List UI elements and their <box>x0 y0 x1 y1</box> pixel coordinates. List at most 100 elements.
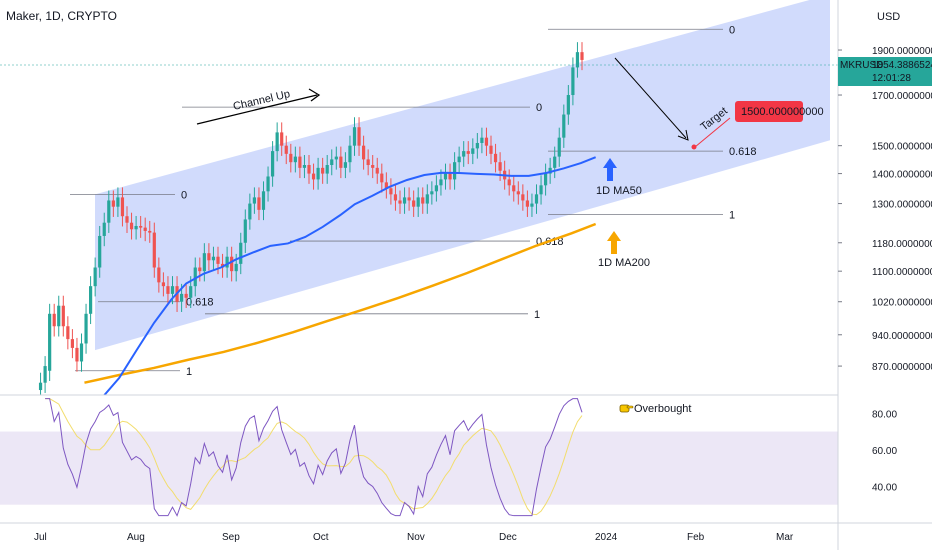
candle-93 <box>457 156 461 163</box>
price-tick-7: 1020.000000000 <box>872 298 932 309</box>
time-tick-0: Jul <box>34 532 47 543</box>
price-tick-0: 1900.000000000 <box>872 46 932 57</box>
candle-5 <box>57 305 61 327</box>
candle-7 <box>66 326 70 340</box>
pointing-hand-icon <box>619 404 634 413</box>
candle-66 <box>334 156 338 160</box>
time-axis-ticks: Jul Aug Sep Oct Nov Dec 2024 Feb Mar <box>34 532 794 543</box>
candle-111 <box>539 185 543 195</box>
time-tick-2: Sep <box>222 532 240 543</box>
candle-2 <box>43 366 47 383</box>
candle-96 <box>471 148 475 154</box>
candle-100 <box>489 145 493 154</box>
target-box-value: 1500.000000000 <box>741 106 824 118</box>
price-tick-2: 1500.000000000 <box>872 142 932 153</box>
candle-53 <box>275 132 279 152</box>
candle-76 <box>380 173 384 183</box>
candle-13 <box>93 267 97 287</box>
candle-49 <box>257 197 261 210</box>
candle-105 <box>512 185 516 192</box>
candle-119 <box>575 52 580 68</box>
candle-68 <box>343 162 347 168</box>
ma50-label: 1D MA50 <box>596 185 642 197</box>
candle-19 <box>120 197 125 217</box>
channel-up-label: Channel Up <box>232 88 291 113</box>
candle-90 <box>443 173 448 180</box>
candle-99 <box>484 137 489 146</box>
candle-24 <box>143 227 147 231</box>
candle-58 <box>298 156 302 168</box>
candle-16 <box>107 200 111 223</box>
candle-75 <box>375 167 379 174</box>
candle-87 <box>430 191 434 195</box>
rsi-band <box>0 431 838 505</box>
fib-label-7: 0.618 <box>729 146 757 158</box>
ma200-label: 1D MA200 <box>598 257 650 269</box>
price-tick-4: 1300.000000000 <box>872 200 932 211</box>
candle-101 <box>493 153 498 163</box>
candle-36 <box>198 267 202 272</box>
candle-89 <box>439 179 443 186</box>
candle-33 <box>184 293 188 298</box>
price-tick-3: 1400.000000000 <box>872 170 932 181</box>
currency-label[interactable]: USD <box>877 11 901 23</box>
time-tick-3: Oct <box>313 532 329 543</box>
candle-21 <box>129 222 134 230</box>
candle-29 <box>166 286 170 294</box>
fib-label-2: 1 <box>186 366 192 378</box>
candle-14 <box>98 235 102 268</box>
time-tick-5: Dec <box>499 532 517 543</box>
candle-77 <box>384 182 388 189</box>
candle-47 <box>248 203 252 220</box>
ma200-up-arrow <box>607 231 621 254</box>
price-tag-price: 1854.388652414 <box>872 60 932 71</box>
candle-117 <box>566 95 570 115</box>
channel-up-band <box>95 0 830 351</box>
candle-45 <box>239 242 243 264</box>
candle-84 <box>416 197 420 207</box>
candle-42 <box>225 256 229 268</box>
candle-30 <box>170 286 175 294</box>
candle-43 <box>230 256 234 272</box>
candle-27 <box>157 267 161 283</box>
candle-28 <box>161 282 165 287</box>
rsi-line <box>45 398 583 517</box>
candle-97 <box>475 142 479 149</box>
candle-37 <box>202 253 206 272</box>
candle-39 <box>211 256 216 261</box>
candle-1 <box>38 382 43 391</box>
candle-64 <box>325 165 329 174</box>
candle-40 <box>216 256 220 264</box>
fib-label-3: 0 <box>536 102 542 114</box>
candle-56 <box>289 153 293 163</box>
candle-50 <box>261 191 266 210</box>
candle-85 <box>421 197 425 204</box>
rsi-tick-1: 60.00 <box>872 446 897 457</box>
candle-86 <box>425 194 429 204</box>
candle-78 <box>389 188 393 195</box>
candle-82 <box>407 197 411 201</box>
price-tick-5: 1180.000000000 <box>872 239 932 250</box>
time-tick-6: 2024 <box>595 532 618 543</box>
price-tick-9: 870.000000000 <box>872 362 932 373</box>
candle-55 <box>284 145 288 154</box>
chart-title: Maker, 1D, CRYPTO <box>6 9 117 23</box>
candle-4 <box>52 313 56 327</box>
candle-9 <box>75 347 79 362</box>
candle-115 <box>557 137 561 157</box>
rsi-axis-ticks: 80.00 60.00 40.00 <box>872 409 897 493</box>
channel-up-arrowhead <box>308 88 321 102</box>
candle-70 <box>352 127 357 146</box>
candle-65 <box>330 159 334 166</box>
price-axis-ticks: 1900.000000000 1700.000000000 1500.0000000… <box>838 46 932 373</box>
price-tag-symbol: MKRUSD <box>840 60 883 71</box>
candle-108 <box>525 200 529 207</box>
candle-48 <box>252 197 256 204</box>
price-tag-countdown: 12:01:28 <box>872 73 911 84</box>
price-tag[interactable] <box>838 57 932 86</box>
fib-label-1: 0.618 <box>186 297 214 309</box>
candle-25 <box>148 230 152 233</box>
price-tick-8: 940.000000000 <box>872 331 932 342</box>
